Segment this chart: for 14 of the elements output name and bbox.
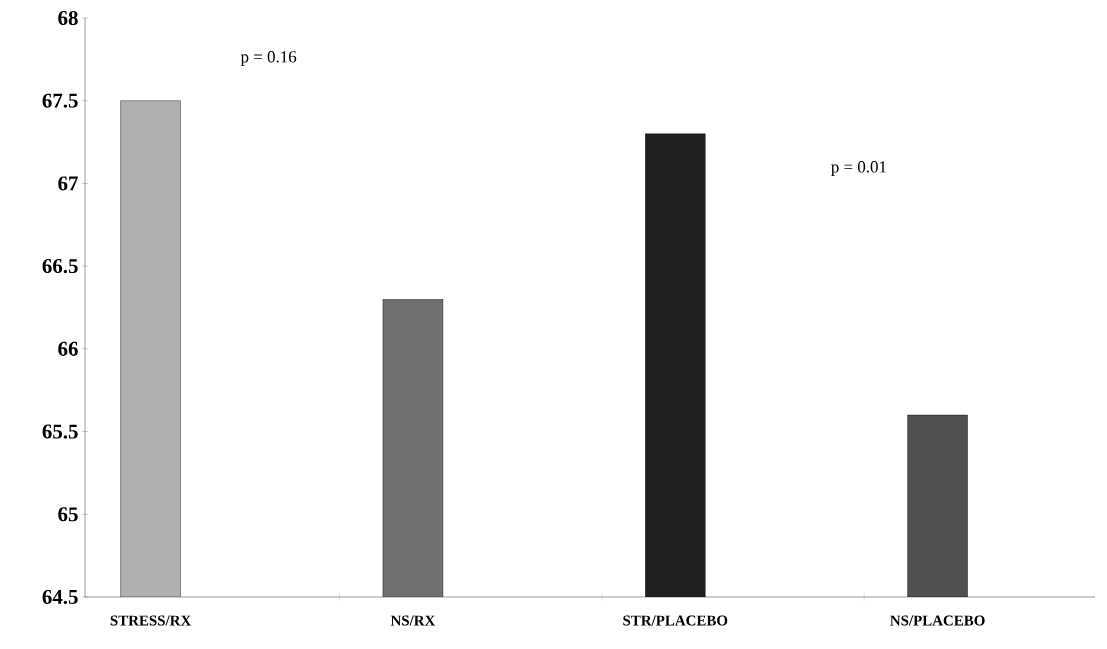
annotation: p = 0.16 — [240, 51, 297, 66]
y-tick-label: 65.5 — [42, 424, 78, 439]
y-tick-label: 65 — [58, 507, 78, 522]
annotation: p = 0.01 — [831, 161, 886, 176]
y-tick-label: 66 — [58, 341, 78, 356]
y-tick-label: 67 — [58, 176, 78, 191]
y-tick-label: 66.5 — [42, 259, 78, 274]
x-tick-label: NS/PLACEBO — [890, 615, 985, 626]
x-tick-label: STRESS/RX — [110, 615, 192, 626]
y-tick-label: 68 — [58, 10, 78, 26]
y-tick-label: 67.5 — [42, 93, 78, 108]
x-tick-label: STR/PLACEBO — [623, 615, 728, 626]
y-tick-label: 64.5 — [42, 589, 78, 605]
x-tick-label: NS/RX — [390, 615, 436, 626]
